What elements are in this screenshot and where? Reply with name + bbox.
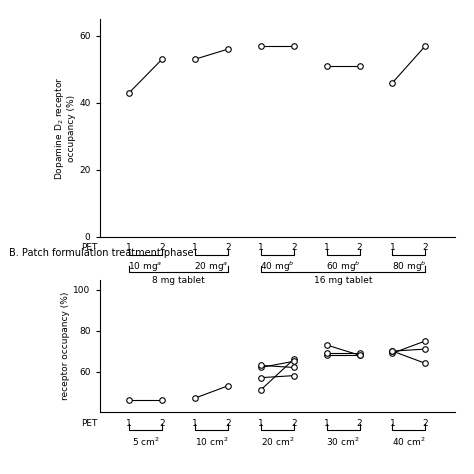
Text: 2: 2 [291,243,297,252]
Text: 80 mg$^{b}$: 80 mg$^{b}$ [392,260,426,274]
Text: 2: 2 [357,419,363,428]
Y-axis label: receptor occupancy (%): receptor occupancy (%) [62,292,71,400]
Text: 20 mg$^{a}$: 20 mg$^{a}$ [194,260,228,273]
Text: PET: PET [81,419,97,428]
Text: 1: 1 [390,243,395,252]
Text: 5 cm$^{2}$: 5 cm$^{2}$ [132,435,160,447]
Text: 2: 2 [423,419,428,428]
Text: 10 mg$^{a}$: 10 mg$^{a}$ [128,260,163,273]
Text: 16 mg tablet: 16 mg tablet [314,276,373,285]
Text: 1: 1 [192,243,198,252]
Text: 8 mg tablet: 8 mg tablet [152,276,205,285]
Text: 2: 2 [225,419,231,428]
Text: 1: 1 [324,419,329,428]
Text: PET: PET [81,243,97,252]
Text: 30 cm$^{2}$: 30 cm$^{2}$ [327,435,360,447]
Text: 1: 1 [390,419,395,428]
Text: 2: 2 [291,419,297,428]
Text: 2: 2 [225,243,231,252]
Text: 2: 2 [423,243,428,252]
Text: 20 cm$^{2}$: 20 cm$^{2}$ [261,435,294,447]
Text: 2: 2 [159,419,165,428]
Text: 60 mg$^{b}$: 60 mg$^{b}$ [326,260,360,274]
Text: 1: 1 [126,243,132,252]
Y-axis label: Dopamine D$_2$ receptor
occupancy (%): Dopamine D$_2$ receptor occupancy (%) [53,76,76,180]
Text: 40 cm$^{2}$: 40 cm$^{2}$ [392,435,426,447]
Text: 1: 1 [192,419,198,428]
Text: B. Patch formulation treatment phase: B. Patch formulation treatment phase [9,248,194,258]
Text: 1: 1 [126,419,132,428]
Text: 1: 1 [258,243,264,252]
Text: 1: 1 [258,419,264,428]
Text: 10 cm$^{2}$: 10 cm$^{2}$ [195,435,228,447]
Text: 2: 2 [159,243,165,252]
Text: 40 mg$^{b}$: 40 mg$^{b}$ [260,260,295,274]
Text: 1: 1 [324,243,329,252]
Text: 2: 2 [357,243,363,252]
